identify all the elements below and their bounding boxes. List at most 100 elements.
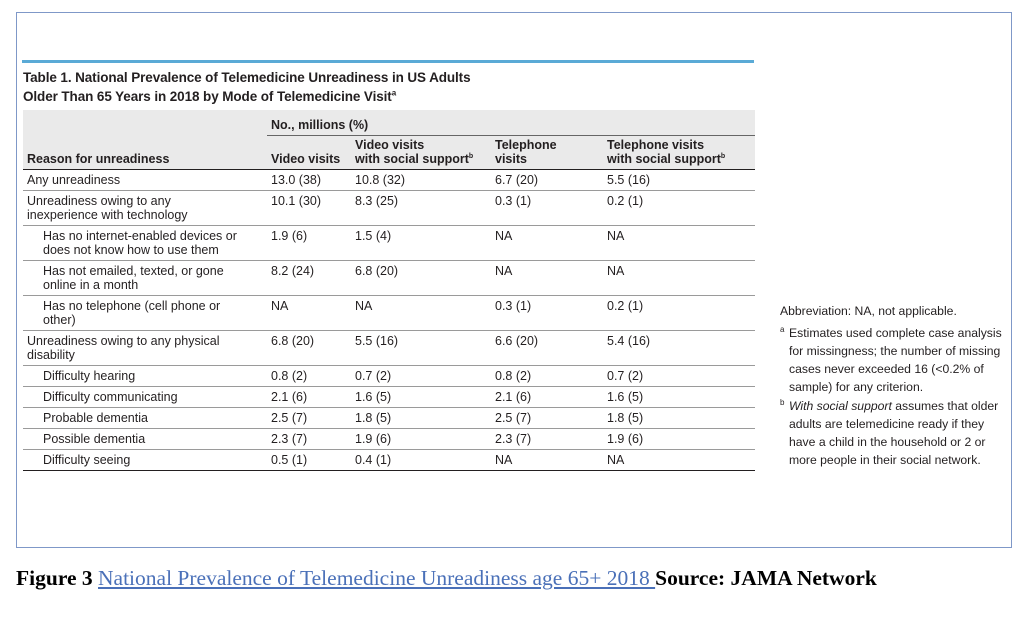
footnote-a-mark: a — [780, 325, 785, 334]
cell-video-support: 0.7 (2) — [351, 365, 491, 387]
figure-label: Figure 3 — [16, 566, 93, 590]
reason-line-1: Difficulty hearing — [43, 369, 136, 383]
figure-caption: Figure 3 National Prevalence of Telemedi… — [16, 565, 1016, 592]
table-title-line-1: Table 1. National Prevalence of Telemedi… — [23, 70, 471, 85]
table-row: Probable dementia 2.5 (7) 1.8 (5) 2.5 (7… — [23, 407, 755, 429]
table-top-rule — [22, 60, 754, 63]
table-title: Table 1. National Prevalence of Telemedi… — [23, 68, 583, 106]
table-column-header-row: Reason for unreadiness Video visits Vide… — [23, 135, 755, 170]
prevalence-table: No., millions (%) Reason for unreadiness… — [23, 110, 755, 471]
reason-line-2: other) — [43, 313, 76, 327]
column-header-telephone-support-line-1: Telephone visits — [607, 138, 705, 152]
reason-line-1: Possible dementia — [43, 432, 146, 446]
cell-video-support: 6.8 (20) — [351, 260, 491, 296]
table-row: Unreadiness owing to any inexperience wit… — [23, 190, 755, 226]
cell-telephone: NA — [491, 449, 603, 471]
column-header-telephone-support-line-2: with social support — [607, 152, 721, 166]
table-row: Difficulty seeing 0.5 (1) 0.4 (1) NA NA — [23, 449, 755, 471]
column-header-video-support: Video visits with social supportb — [351, 135, 491, 170]
cell-video-support: 10.8 (32) — [351, 169, 491, 191]
footnote-a: a Estimates used complete case analysis … — [780, 324, 1008, 396]
cell-telephone-support: 0.2 (1) — [603, 190, 755, 226]
row-reason: Has no telephone (cell phone or other) — [23, 295, 267, 331]
table-row: Unreadiness owing to any physical disabil… — [23, 330, 755, 366]
cell-telephone: 6.7 (20) — [491, 169, 603, 191]
abbreviation-note: Abbreviation: NA, not applicable. — [780, 304, 957, 318]
table-row: Has no internet-enabled devices or does n… — [23, 225, 755, 261]
table-title-line-2: Older Than 65 Years in 2018 by Mode of T… — [23, 89, 392, 104]
table-row: Has no telephone (cell phone or other) NA… — [23, 295, 755, 331]
cell-video: 2.3 (7) — [267, 428, 351, 450]
reason-line-1: Has no telephone (cell phone or — [43, 299, 221, 313]
cell-telephone-support: NA — [603, 449, 755, 471]
cell-video: 2.5 (7) — [267, 407, 351, 429]
reason-line-2: online in a month — [43, 278, 139, 292]
column-footnote-mark: b — [468, 152, 474, 160]
column-header-video: Video visits — [267, 135, 351, 170]
row-reason: Difficulty communicating — [23, 386, 267, 408]
cell-telephone: 2.1 (6) — [491, 386, 603, 408]
cell-telephone-support: 1.6 (5) — [603, 386, 755, 408]
cell-telephone-support: NA — [603, 225, 755, 261]
cell-video: 10.1 (30) — [267, 190, 351, 226]
reason-line-1: Difficulty seeing — [43, 453, 131, 467]
cell-video-support: 1.8 (5) — [351, 407, 491, 429]
cell-video-support: 5.5 (16) — [351, 330, 491, 366]
cell-video: 2.1 (6) — [267, 386, 351, 408]
table-row: Any unreadiness 13.0 (38) 10.8 (32) 6.7 … — [23, 169, 755, 191]
group-header-millions: No., millions (%) — [267, 110, 755, 136]
cell-video: 1.9 (6) — [267, 225, 351, 261]
cell-video-support: 1.5 (4) — [351, 225, 491, 261]
cell-telephone: NA — [491, 225, 603, 261]
cell-telephone: 6.6 (20) — [491, 330, 603, 366]
table-row: Difficulty hearing 0.8 (2) 0.7 (2) 0.8 (… — [23, 365, 755, 387]
footnote-a-text: Estimates used complete case analysis fo… — [789, 326, 1002, 394]
row-reason: Has no internet-enabled devices or does n… — [23, 225, 267, 261]
cell-telephone-support: 0.7 (2) — [603, 365, 755, 387]
table-row: Has not emailed, texted, or gone online i… — [23, 260, 755, 296]
row-reason: Difficulty seeing — [23, 449, 267, 471]
cell-telephone: 0.3 (1) — [491, 295, 603, 331]
cell-video-support: 0.4 (1) — [351, 449, 491, 471]
column-header-telephone: Telephone visits — [491, 135, 603, 170]
reason-line-2: does not know how to use them — [43, 243, 219, 257]
cell-telephone-support: 1.9 (6) — [603, 428, 755, 450]
table-row: Difficulty communicating 2.1 (6) 1.6 (5)… — [23, 386, 755, 408]
cell-telephone-support: 5.5 (16) — [603, 169, 755, 191]
figure-source-link[interactable]: National Prevalence of Telemedicine Unre… — [98, 566, 656, 590]
title-footnote-mark: a — [391, 88, 397, 98]
table-group-header-row: No., millions (%) — [23, 110, 755, 136]
table-notes: Abbreviation: NA, not applicable. a Esti… — [780, 302, 1008, 470]
cell-telephone: 2.3 (7) — [491, 428, 603, 450]
reason-line-1: Unreadiness owing to any — [27, 194, 171, 208]
cell-telephone: NA — [491, 260, 603, 296]
reason-line-1: Has no internet-enabled devices or — [43, 229, 237, 243]
footnote-b: b With social support assumes that older… — [780, 397, 1008, 469]
cell-video: 0.8 (2) — [267, 365, 351, 387]
footnote-b-mark: b — [780, 398, 785, 407]
reason-line-1: Unreadiness owing to any physical — [27, 334, 220, 348]
cell-telephone-support: NA — [603, 260, 755, 296]
cell-telephone-support: 0.2 (1) — [603, 295, 755, 331]
row-reason: Possible dementia — [23, 428, 267, 450]
reason-line-1: Probable dementia — [43, 411, 148, 425]
cell-video: 6.8 (20) — [267, 330, 351, 366]
figure-source-text: Source: JAMA Network — [655, 566, 877, 590]
cell-video: NA — [267, 295, 351, 331]
column-header-reason: Reason for unreadiness — [23, 135, 267, 170]
row-reason: Has not emailed, texted, or gone online i… — [23, 260, 267, 296]
cell-telephone-support: 5.4 (16) — [603, 330, 755, 366]
cell-video: 0.5 (1) — [267, 449, 351, 471]
row-reason: Any unreadiness — [23, 169, 267, 191]
row-reason: Probable dementia — [23, 407, 267, 429]
column-header-telephone-line-1: Telephone — [495, 138, 557, 152]
cell-video-support: 1.9 (6) — [351, 428, 491, 450]
column-header-video-support-line-2: with social support — [355, 152, 469, 166]
cell-telephone: 0.8 (2) — [491, 365, 603, 387]
group-header-spacer — [23, 110, 267, 136]
cell-video: 13.0 (38) — [267, 169, 351, 191]
row-reason: Difficulty hearing — [23, 365, 267, 387]
reason-line-2: inexperience with technology — [27, 208, 188, 222]
reason-line-1: Difficulty communicating — [43, 390, 178, 404]
row-reason: Unreadiness owing to any inexperience wit… — [23, 190, 267, 226]
